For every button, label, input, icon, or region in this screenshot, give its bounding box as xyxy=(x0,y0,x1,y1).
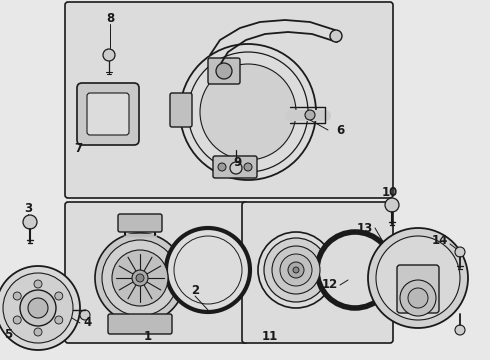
Circle shape xyxy=(400,280,436,316)
Text: 4: 4 xyxy=(84,316,92,329)
Circle shape xyxy=(317,232,393,308)
Text: 9: 9 xyxy=(233,156,241,168)
Text: 12: 12 xyxy=(322,279,338,292)
Circle shape xyxy=(103,49,115,61)
Circle shape xyxy=(272,246,320,294)
FancyBboxPatch shape xyxy=(65,202,248,343)
Circle shape xyxy=(102,240,178,316)
Circle shape xyxy=(408,288,428,308)
Circle shape xyxy=(132,270,148,286)
Circle shape xyxy=(368,228,468,328)
FancyBboxPatch shape xyxy=(65,2,393,198)
Circle shape xyxy=(136,274,144,282)
Circle shape xyxy=(264,238,328,302)
Text: 3: 3 xyxy=(24,202,32,215)
Circle shape xyxy=(200,64,296,160)
Text: 13: 13 xyxy=(357,221,373,234)
Circle shape xyxy=(3,273,73,343)
FancyBboxPatch shape xyxy=(87,93,129,135)
FancyBboxPatch shape xyxy=(118,214,162,232)
Circle shape xyxy=(293,267,299,273)
Circle shape xyxy=(95,233,185,323)
Circle shape xyxy=(34,328,42,336)
Text: 5: 5 xyxy=(4,328,12,342)
Circle shape xyxy=(13,316,21,324)
Circle shape xyxy=(376,236,460,320)
Circle shape xyxy=(244,163,252,171)
FancyBboxPatch shape xyxy=(170,93,192,127)
Circle shape xyxy=(28,298,48,318)
Circle shape xyxy=(330,30,342,42)
Circle shape xyxy=(0,266,80,350)
Circle shape xyxy=(55,316,63,324)
Text: 1: 1 xyxy=(144,330,152,343)
Circle shape xyxy=(55,292,63,300)
Circle shape xyxy=(305,110,315,120)
Circle shape xyxy=(216,63,232,79)
Circle shape xyxy=(80,310,90,320)
Text: 14: 14 xyxy=(432,234,448,247)
Circle shape xyxy=(385,198,399,212)
Circle shape xyxy=(280,254,312,286)
Text: 11: 11 xyxy=(262,330,278,343)
Circle shape xyxy=(180,44,316,180)
Circle shape xyxy=(174,236,242,304)
Text: 2: 2 xyxy=(191,284,199,297)
Circle shape xyxy=(23,215,37,229)
Circle shape xyxy=(13,292,21,300)
Circle shape xyxy=(288,262,304,278)
Circle shape xyxy=(258,232,334,308)
Circle shape xyxy=(455,325,465,335)
FancyBboxPatch shape xyxy=(77,83,139,145)
Text: 6: 6 xyxy=(336,123,344,136)
Circle shape xyxy=(188,52,308,172)
FancyBboxPatch shape xyxy=(397,265,439,313)
FancyBboxPatch shape xyxy=(108,314,172,334)
FancyBboxPatch shape xyxy=(242,202,393,343)
Circle shape xyxy=(20,290,56,326)
Circle shape xyxy=(34,280,42,288)
Circle shape xyxy=(166,228,250,312)
FancyBboxPatch shape xyxy=(208,58,240,84)
Text: 7: 7 xyxy=(74,141,82,154)
Circle shape xyxy=(112,250,168,306)
Circle shape xyxy=(218,163,226,171)
FancyBboxPatch shape xyxy=(213,156,257,178)
Text: 10: 10 xyxy=(382,185,398,198)
Circle shape xyxy=(455,247,465,257)
Circle shape xyxy=(230,162,242,174)
Text: 8: 8 xyxy=(106,12,114,24)
